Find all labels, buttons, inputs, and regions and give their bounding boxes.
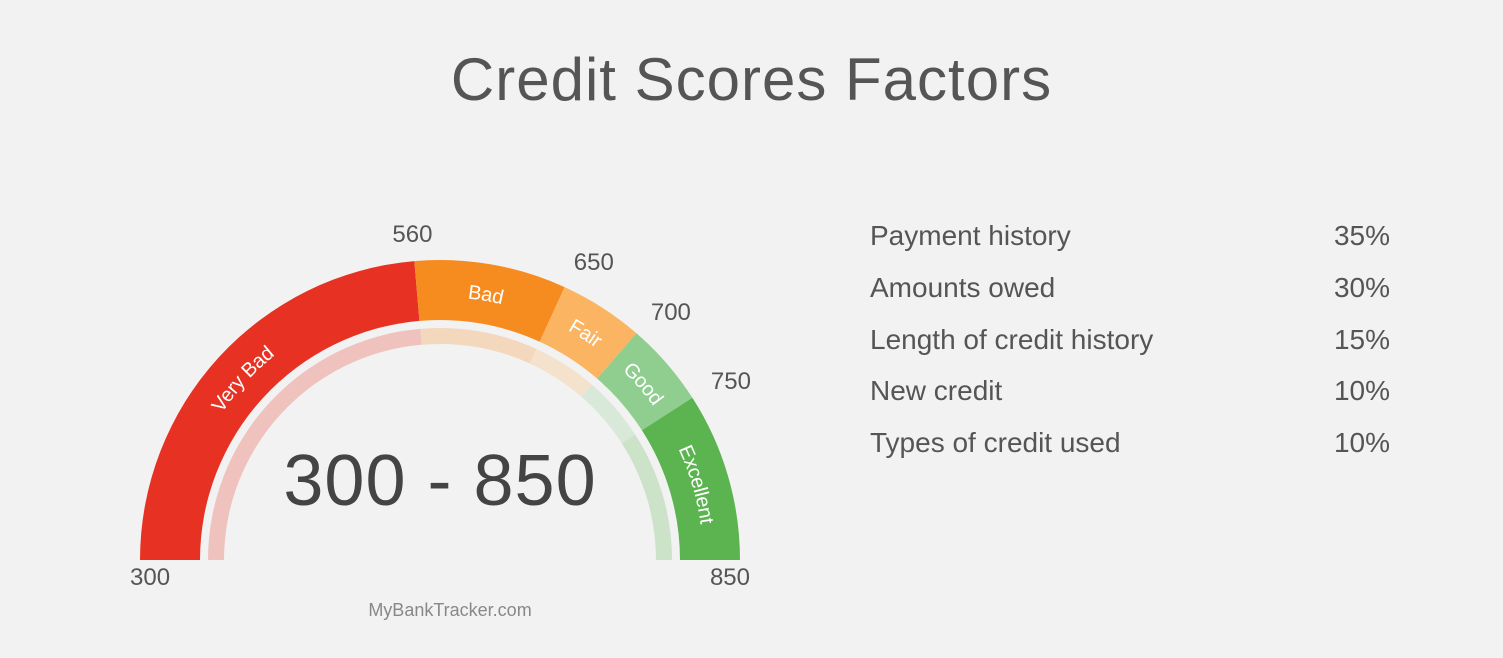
factor-row: Payment history 35% bbox=[870, 210, 1390, 262]
factor-row: Types of credit used 10% bbox=[870, 417, 1390, 469]
factor-percent: 10% bbox=[1334, 417, 1390, 469]
gauge-tick-label: 650 bbox=[574, 249, 614, 277]
factor-label: Amounts owed bbox=[870, 262, 1055, 314]
factor-label: New credit bbox=[870, 365, 1002, 417]
factor-percent: 15% bbox=[1334, 314, 1390, 366]
factor-row: New credit 10% bbox=[870, 365, 1390, 417]
gauge-tick-label: 750 bbox=[711, 368, 751, 396]
factor-label: Payment history bbox=[870, 210, 1071, 262]
factors-list: Payment history 35% Amounts owed 30% Len… bbox=[870, 210, 1390, 469]
factor-percent: 30% bbox=[1334, 262, 1390, 314]
gauge-tick-label: 300 bbox=[130, 564, 190, 592]
gauge-tick-label: 700 bbox=[651, 299, 691, 327]
attribution: MyBankTracker.com bbox=[340, 600, 560, 621]
gauge-tick-label: 560 bbox=[387, 221, 437, 249]
page-title: Credit Scores Factors bbox=[0, 45, 1503, 114]
credit-score-gauge: Very BadBadFairGoodExcellent 300 - 850 M… bbox=[90, 150, 790, 620]
factor-label: Length of credit history bbox=[870, 314, 1153, 366]
gauge-center-range: 300 - 850 bbox=[220, 440, 660, 522]
factor-percent: 35% bbox=[1334, 210, 1390, 262]
factor-row: Amounts owed 30% bbox=[870, 262, 1390, 314]
gauge-tick-label: 850 bbox=[690, 564, 750, 592]
factor-label: Types of credit used bbox=[870, 417, 1121, 469]
factor-row: Length of credit history 15% bbox=[870, 314, 1390, 366]
factor-percent: 10% bbox=[1334, 365, 1390, 417]
